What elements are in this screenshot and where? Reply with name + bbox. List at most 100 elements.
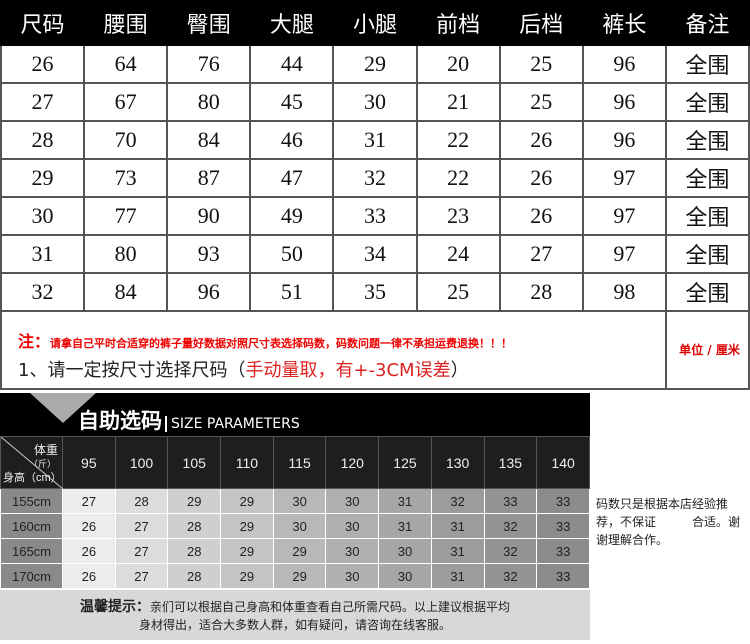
table-cell: 全围 xyxy=(664,120,750,160)
unit-label: 单位 / 厘米 xyxy=(679,342,740,357)
table-cell: 70 xyxy=(83,120,169,160)
warning-note: 注：请拿自己平时合适穿的裤子量好数据对照尺寸表选择码数，码数问题一律不承担运费退… xyxy=(18,332,513,351)
table-cell: 51 xyxy=(249,272,335,312)
weight-header: 110 xyxy=(220,436,274,489)
grid-cell: 30 xyxy=(378,538,432,564)
grid-cell: 27 xyxy=(62,488,116,514)
table-cell: 96 xyxy=(581,44,667,84)
grid-cell: 28 xyxy=(167,563,222,589)
table-cell: 25 xyxy=(415,272,501,312)
weight-header: 130 xyxy=(430,436,485,489)
table-cell: 26 xyxy=(0,44,86,84)
grid-cell: 29 xyxy=(167,488,222,514)
table-row: 30 77 90 49 33 23 26 97 全围 xyxy=(0,196,750,236)
table-cell: 45 xyxy=(249,82,335,122)
weight-unit: （斤） xyxy=(28,459,56,469)
grid-cell: 26 xyxy=(62,513,116,539)
table-cell: 34 xyxy=(332,234,418,274)
table-row: 27 67 80 45 30 21 25 96 全围 xyxy=(0,82,750,122)
table-cell: 31 xyxy=(0,234,86,274)
grid-cell: 33 xyxy=(536,538,590,564)
grid-corner: 体重 （斤） 身高（cm） xyxy=(0,436,63,489)
grid-cell: 27 xyxy=(114,563,169,589)
column-header: 臀围 xyxy=(166,0,252,46)
weight-label: 体重 xyxy=(33,443,58,457)
table-cell: 87 xyxy=(166,158,252,198)
table-cell: 73 xyxy=(83,158,169,198)
grid-cell: 32 xyxy=(430,488,485,514)
table-cell: 67 xyxy=(83,82,169,122)
table-row: 32 84 96 51 35 25 28 98 全围 xyxy=(0,272,750,312)
weight-header: 120 xyxy=(325,436,380,489)
banner-subtitle: SIZE PARAMETERS xyxy=(165,416,300,432)
table-cell: 全围 xyxy=(664,196,750,236)
table-cell: 32 xyxy=(332,158,418,198)
column-header: 后档 xyxy=(498,0,584,46)
table-cell: 30 xyxy=(0,196,86,236)
table-cell: 97 xyxy=(581,196,667,236)
column-header: 裤长 xyxy=(581,0,667,46)
table-cell: 21 xyxy=(415,82,501,122)
table-cell: 23 xyxy=(415,196,501,236)
grid-cell: 28 xyxy=(114,488,169,514)
grid-cell: 32 xyxy=(483,538,538,564)
weight-header: 95 xyxy=(62,436,116,489)
table-cell: 22 xyxy=(415,158,501,198)
size-recommend-grid: 体重 （斤） 身高（cm） 95 100 105 110 115 120 125 130 135 140… xyxy=(0,436,590,589)
column-header: 尺码 xyxy=(0,0,86,46)
height-header: 155cm xyxy=(0,488,63,514)
height-header: 160cm xyxy=(0,513,63,539)
weight-header: 140 xyxy=(536,436,590,489)
table-cell: 49 xyxy=(249,196,335,236)
grid-cell: 33 xyxy=(483,488,538,514)
weight-header: 100 xyxy=(114,436,169,489)
grid-cell: 30 xyxy=(325,563,380,589)
grid-row: 165cm 26 27 28 29 29 30 30 31 32 33 xyxy=(0,538,590,564)
grid-cell: 28 xyxy=(167,538,222,564)
table-cell: 30 xyxy=(332,82,418,122)
grid-cell: 30 xyxy=(325,488,380,514)
table-cell: 90 xyxy=(166,196,252,236)
table-cell: 80 xyxy=(83,234,169,274)
instruction: 1、请一定按尺寸选择尺码（手动量取，有+-3CM误差） xyxy=(18,360,469,381)
grid-cell: 32 xyxy=(483,513,538,539)
grid-cell: 30 xyxy=(325,538,380,564)
table-cell: 96 xyxy=(166,272,252,312)
table-cell: 46 xyxy=(249,120,335,160)
column-header: 大腿 xyxy=(249,0,335,46)
grid-cell: 32 xyxy=(483,563,538,589)
table-cell: 27 xyxy=(0,82,86,122)
grid-cell: 30 xyxy=(272,488,327,514)
grid-cell: 33 xyxy=(536,563,590,589)
grid-cell: 26 xyxy=(62,538,116,564)
table-cell: 全围 xyxy=(664,44,750,84)
table-cell: 96 xyxy=(581,82,667,122)
table-cell: 35 xyxy=(332,272,418,312)
weight-header: 105 xyxy=(167,436,222,489)
height-label: 身高（cm） xyxy=(3,472,62,484)
column-header: 前档 xyxy=(415,0,501,46)
table-cell: 84 xyxy=(83,272,169,312)
table-cell: 50 xyxy=(249,234,335,274)
height-header: 170cm xyxy=(0,563,63,589)
table-cell: 98 xyxy=(581,272,667,312)
table-cell: 29 xyxy=(332,44,418,84)
table-cell: 28 xyxy=(0,120,86,160)
grid-cell: 33 xyxy=(536,513,590,539)
table-cell: 26 xyxy=(498,120,584,160)
table-cell: 84 xyxy=(166,120,252,160)
table-cell: 25 xyxy=(498,82,584,122)
table-cell: 24 xyxy=(415,234,501,274)
weight-header: 135 xyxy=(483,436,538,489)
table-row: 29 73 87 47 32 22 26 97 全围 xyxy=(0,158,750,198)
grid-cell: 27 xyxy=(114,513,169,539)
banner: 自助选码 SIZE PARAMETERS xyxy=(0,393,590,436)
table-cell: 47 xyxy=(249,158,335,198)
grid-header-row: 体重 （斤） 身高（cm） 95 100 105 110 115 120 125 130 135 140 xyxy=(0,436,590,489)
tip: 温馨提示：亲们可以根据自己身高和体重查看自己所需尺码。以上建议根据平均 身材得出，… xyxy=(0,590,590,640)
table-cell: 全围 xyxy=(664,82,750,122)
grid-cell: 30 xyxy=(272,513,327,539)
side-note: 码数只是根据本店经验推荐，不保证 合适。谢谢理解合作。 xyxy=(596,497,741,547)
table-cell: 33 xyxy=(332,196,418,236)
grid-cell: 31 xyxy=(378,513,432,539)
